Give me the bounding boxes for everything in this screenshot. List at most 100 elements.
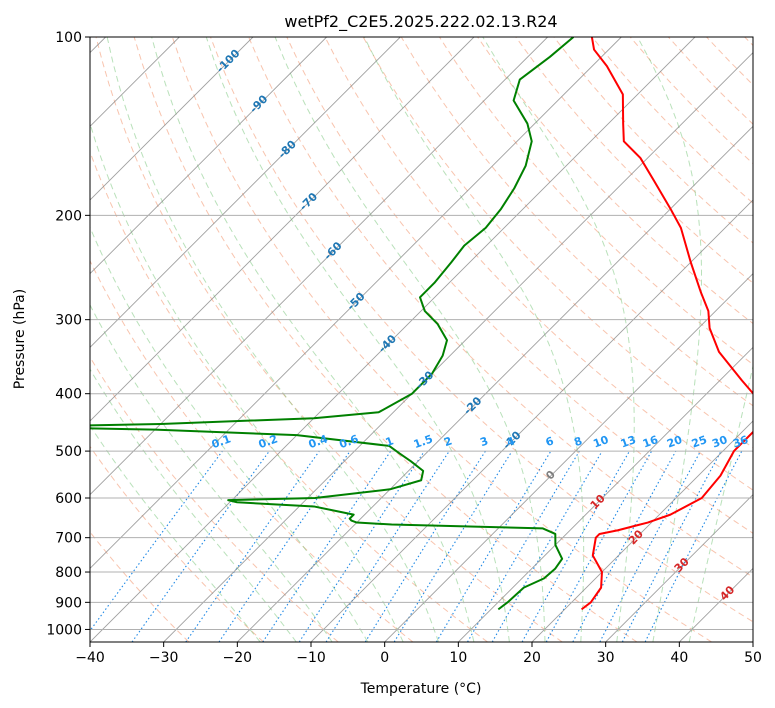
isotherm-line: [310, 199, 753, 642]
isotherm-line: [384, 273, 753, 642]
dry-adiabat-line: [90, 445, 264, 642]
dry-adiabat-line: [90, 259, 414, 642]
moist-adiabat-line: [205, 37, 510, 642]
x-tick-label: 40: [670, 650, 688, 666]
mixing-ratio-label: 2: [442, 434, 454, 449]
y-axis-label: Pressure (hPa): [12, 289, 28, 389]
mixing-ratio-line: [393, 450, 513, 642]
mixing-ratio-label: 0.6: [338, 432, 361, 451]
mixing-ratio-labels: 0.1 0.2 0.4 0.6 1 1.5 2 3 4 6 8 10 13 16 20 25 30 36: [210, 432, 751, 451]
mixing-ratio-label: 0.2: [257, 432, 280, 451]
isotherm-line: [90, 37, 696, 642]
isotherm-line: [605, 494, 753, 642]
isotherm-label: 10: [588, 492, 608, 512]
isotherm-line: [90, 37, 622, 569]
x-tick-label: −40: [75, 650, 105, 666]
y-tick-label: 300: [55, 313, 82, 329]
isotherm-label: -60: [321, 239, 344, 262]
y-tick-label: 700: [55, 531, 82, 547]
isotherm-label: 40: [717, 583, 737, 603]
dry-adiabat-line: [286, 37, 753, 534]
dry-adiabat-line: [591, 37, 753, 204]
isotherm-line: [90, 37, 401, 348]
y-tick-label: 500: [55, 444, 82, 460]
isotherm-line: [90, 37, 254, 201]
chart-title: wetPf2_C2E5.2025.222.02.13.R24: [284, 12, 557, 32]
mixing-ratio-label: 10: [591, 433, 610, 451]
isotherm-line: [531, 420, 753, 642]
isotherm-line: [163, 52, 753, 642]
mixing-ratio-line: [545, 450, 653, 642]
dry-adiabat-line: [248, 37, 753, 578]
plot-frame: [89, 36, 754, 643]
isotherm-label: -50: [344, 290, 367, 313]
y-tick-label: 400: [55, 387, 82, 403]
moist-adiabat-line: [688, 363, 753, 642]
mixing-ratio-line: [644, 450, 743, 642]
isotherm-label: 0: [543, 468, 558, 483]
y-tick-label: 200: [55, 208, 82, 224]
mixing-ratio-label: 0.4: [307, 432, 330, 451]
moist-adiabat-line: [274, 37, 546, 642]
mixing-ratio-line: [599, 450, 702, 642]
mixing-ratio-lines: [90, 450, 743, 642]
isotherm-label: -70: [297, 190, 320, 213]
mixing-ratio-label: 8: [572, 434, 584, 449]
mixing-ratio-line: [185, 450, 320, 642]
mixing-ratio-label: 16: [641, 433, 660, 451]
moist-adiabat-line: [637, 37, 703, 642]
temperature-line: [580, 37, 753, 611]
dry-adiabat-line: [553, 37, 753, 244]
mixing-ratio-line: [262, 450, 392, 642]
mixing-ratio-label: 3: [478, 434, 490, 449]
mixing-ratio-label: 6: [544, 434, 556, 449]
mixing-ratio-line: [467, 450, 580, 642]
moist-adiabat-line: [90, 121, 404, 642]
dry-adiabat-line: [90, 150, 488, 642]
y-tick-label: 600: [55, 491, 82, 507]
mixing-ratio-label: 13: [619, 433, 638, 450]
isotherm-label: -90: [247, 92, 270, 115]
isotherm-label: -100: [214, 47, 243, 76]
moist-adiabats: [90, 37, 753, 642]
mixing-ratio-label: 20: [665, 433, 684, 451]
isotherm-line: [458, 346, 753, 642]
moist-adiabat-line: [363, 37, 585, 642]
isotherm-line: [679, 567, 753, 642]
mixing-ratio-label: 4: [505, 434, 517, 449]
dry-adiabat-line: [171, 37, 712, 642]
x-tick-label: 0: [380, 650, 389, 666]
x-tick-label: 10: [449, 650, 467, 666]
dry-adiabat-line: [668, 37, 753, 125]
isotherm-label: -80: [276, 138, 299, 161]
dry-adiabat-line: [210, 37, 753, 623]
isotherm-line: [237, 125, 753, 642]
isotherm-line: [90, 37, 327, 275]
pressure-gridlines: [90, 37, 753, 630]
dry-adiabat-line: [477, 37, 753, 325]
y-tick-label: 100: [55, 30, 82, 46]
isotherm-label: -20: [461, 394, 484, 417]
mixing-ratio-label: 0.1: [210, 432, 233, 451]
isotherm-line: [90, 37, 475, 422]
y-tick-label: 1000: [46, 622, 82, 638]
mixing-ratio-label: 36: [731, 433, 750, 451]
mixing-ratio-line: [298, 450, 425, 642]
dry-adiabat-line: [324, 37, 753, 491]
moist-adiabat-line: [90, 226, 369, 642]
x-axis-label: Temperature (°C): [360, 681, 482, 697]
dewpoint-line: [90, 37, 575, 611]
x-tick-label: 20: [523, 650, 541, 666]
moist-adiabat-line: [106, 37, 440, 642]
x-axis: −40 −30 −20 −10 0 10 20 30 40 50: [75, 642, 762, 666]
sounding-series: [90, 37, 753, 611]
x-tick-label: −30: [149, 650, 179, 666]
x-tick-label: −10: [296, 650, 326, 666]
mixing-ratio-line: [572, 450, 677, 642]
dry-adiabat-line: [90, 356, 339, 642]
mixing-ratio-line: [90, 450, 223, 632]
mixing-ratio-line: [325, 450, 450, 642]
mixing-ratio-line: [364, 450, 486, 642]
x-tick-label: 50: [744, 650, 762, 666]
